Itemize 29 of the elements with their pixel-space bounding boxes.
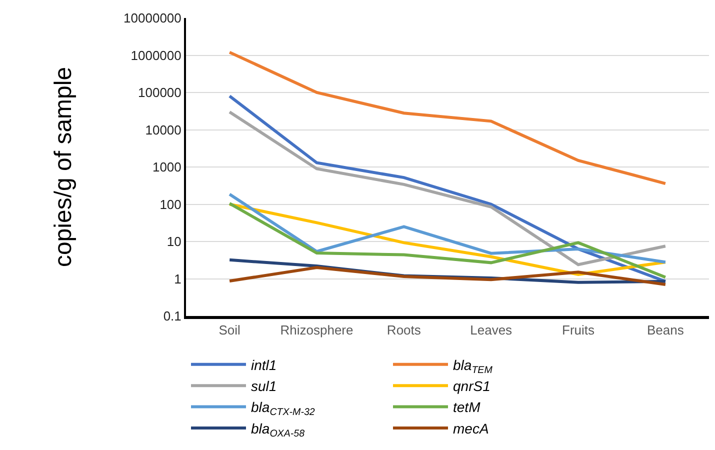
legend-label: intl1 (251, 356, 277, 373)
y-tick-label: 10000 (145, 122, 182, 138)
line-series (228, 50, 667, 186)
x-tick-label: Beans (646, 322, 684, 338)
y-tick-label: 10000000 (124, 10, 182, 26)
x-tick-label: Leaves (470, 322, 513, 338)
y-tick-label: 100000 (138, 85, 182, 100)
legend-label: tetM (453, 399, 481, 416)
y-tick-label: 1000 (152, 160, 182, 175)
y-tick-label: 1 (174, 271, 182, 286)
y-axis-title: copies/g of sample (50, 66, 78, 268)
legend-label: bla$_{CTX-M-32}$ (251, 399, 316, 418)
line-series (228, 266, 667, 286)
line-series (228, 192, 667, 264)
x-tick-label: Rhizosphere (280, 322, 354, 338)
line-series (228, 110, 667, 266)
x-tick-label: Fruits (562, 322, 595, 338)
legend-label: qnrS1 (453, 378, 490, 394)
legend-label: bla$_{OXA-58}$ (251, 420, 306, 440)
y-tick-label: 0.1 (163, 308, 182, 324)
legend-label: bla$_{TEM}$ (453, 356, 494, 376)
y-tick-label: 1000000 (130, 48, 182, 63)
x-tick-label: Soil (218, 322, 241, 338)
x-tick-label: Roots (386, 322, 422, 338)
line-series (228, 94, 667, 283)
legend-label: mecA (453, 420, 489, 436)
y-tick-label: 100 (160, 196, 182, 212)
y-tick-label: 10 (166, 234, 182, 250)
legend-label: sul1 (251, 378, 277, 394)
